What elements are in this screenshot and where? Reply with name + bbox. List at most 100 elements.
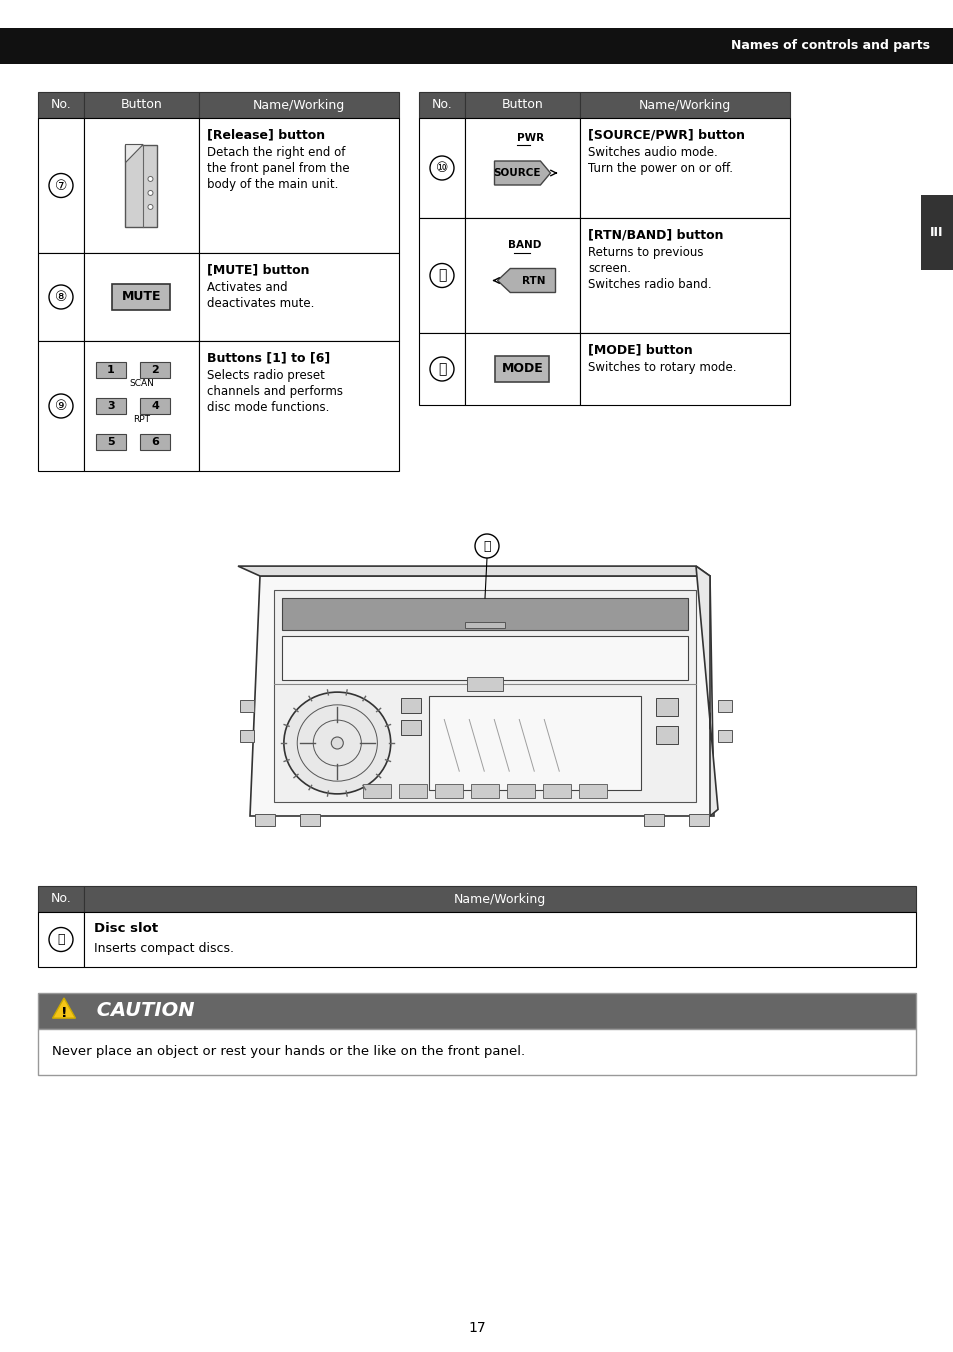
Bar [643, 814, 663, 826]
Bar [84, 253, 199, 341]
Text: [MODE] button: [MODE] button [587, 343, 692, 356]
Circle shape [148, 191, 152, 196]
Text: deactivates mute.: deactivates mute. [207, 297, 314, 310]
Bar [199, 92, 398, 118]
Text: Name/Working: Name/Working [639, 99, 730, 111]
Text: CAUTION: CAUTION [90, 1002, 194, 1021]
Bar [464, 92, 579, 118]
Text: Switches radio band.: Switches radio band. [587, 279, 711, 291]
Text: ⑫: ⑫ [437, 362, 446, 376]
Bar [464, 622, 504, 627]
Bar [718, 700, 731, 713]
Bar [140, 434, 170, 450]
Text: 1: 1 [107, 365, 114, 375]
Bar [38, 1029, 915, 1075]
Bar [84, 886, 915, 913]
Bar [282, 635, 687, 680]
Circle shape [331, 737, 343, 749]
Bar [140, 362, 170, 379]
Bar [38, 253, 84, 341]
Text: BAND: BAND [507, 241, 540, 250]
Circle shape [148, 177, 152, 181]
Polygon shape [52, 998, 75, 1018]
Text: ⑧: ⑧ [54, 289, 67, 304]
Text: SOURCE: SOURCE [493, 168, 540, 178]
Text: ⑩: ⑩ [436, 161, 448, 174]
Text: [MUTE] button: [MUTE] button [207, 264, 309, 276]
Text: ⑨: ⑨ [54, 399, 67, 412]
Polygon shape [494, 161, 550, 185]
Bar [418, 218, 464, 333]
Bar [96, 397, 126, 414]
Bar [418, 333, 464, 406]
Text: Detach the right end of: Detach the right end of [207, 146, 345, 160]
Bar [578, 784, 606, 798]
Text: Name/Working: Name/Working [253, 99, 345, 111]
Text: Inserts compact discs.: Inserts compact discs. [94, 942, 233, 955]
Circle shape [49, 173, 73, 197]
Bar [418, 118, 464, 218]
Text: Switches to rotary mode.: Switches to rotary mode. [587, 361, 736, 375]
Bar [112, 284, 171, 310]
Text: [Release] button: [Release] button [207, 128, 325, 141]
Bar [126, 145, 157, 227]
Text: Selects radio preset: Selects radio preset [207, 369, 325, 383]
Text: III: III [929, 226, 943, 238]
Bar [299, 814, 319, 826]
Text: Button: Button [501, 99, 543, 111]
Bar [920, 195, 953, 270]
Bar [401, 698, 421, 713]
Text: RTN: RTN [521, 276, 544, 285]
Text: No.: No. [51, 99, 71, 111]
Text: ⑦: ⑦ [54, 178, 67, 192]
Bar [656, 726, 678, 744]
Bar [435, 784, 462, 798]
Bar [84, 913, 915, 967]
Bar [240, 730, 253, 742]
Text: Returns to previous: Returns to previous [587, 246, 702, 260]
Text: Name/Working: Name/Working [454, 892, 545, 906]
Text: Buttons [1] to [6]: Buttons [1] to [6] [207, 352, 330, 364]
Bar [38, 992, 915, 1029]
Circle shape [49, 927, 73, 952]
Bar [579, 92, 789, 118]
Circle shape [475, 534, 498, 558]
Bar [240, 700, 253, 713]
Bar [363, 784, 391, 798]
Bar [84, 341, 199, 470]
Circle shape [430, 155, 454, 180]
Polygon shape [250, 576, 713, 817]
Text: 5: 5 [107, 437, 114, 448]
Bar [464, 118, 579, 218]
Circle shape [49, 393, 73, 418]
Bar [495, 356, 549, 383]
Text: 2: 2 [151, 365, 159, 375]
Bar [38, 341, 84, 470]
Text: No.: No. [51, 892, 71, 906]
Bar [688, 814, 708, 826]
Text: Never place an object or rest your hands or the like on the front panel.: Never place an object or rest your hands… [52, 1045, 524, 1059]
Text: RPT: RPT [132, 415, 150, 425]
Text: 6: 6 [151, 437, 159, 448]
Polygon shape [237, 566, 709, 576]
Circle shape [49, 285, 73, 310]
Bar [38, 92, 84, 118]
Polygon shape [497, 269, 555, 292]
Text: MUTE: MUTE [122, 291, 161, 303]
Bar [418, 92, 464, 118]
Circle shape [430, 264, 454, 288]
Bar [254, 814, 274, 826]
Text: disc mode functions.: disc mode functions. [207, 402, 329, 414]
Text: MODE: MODE [501, 362, 543, 376]
Text: [SOURCE/PWR] button: [SOURCE/PWR] button [587, 128, 744, 141]
Bar [0, 28, 953, 64]
Bar [656, 698, 678, 717]
Bar [96, 362, 126, 379]
Text: ⑬: ⑬ [483, 539, 490, 553]
Bar [199, 118, 398, 253]
Bar [542, 784, 571, 798]
Bar [38, 913, 84, 967]
Bar [282, 598, 687, 630]
Text: !: ! [61, 1006, 67, 1019]
Bar [84, 118, 199, 253]
